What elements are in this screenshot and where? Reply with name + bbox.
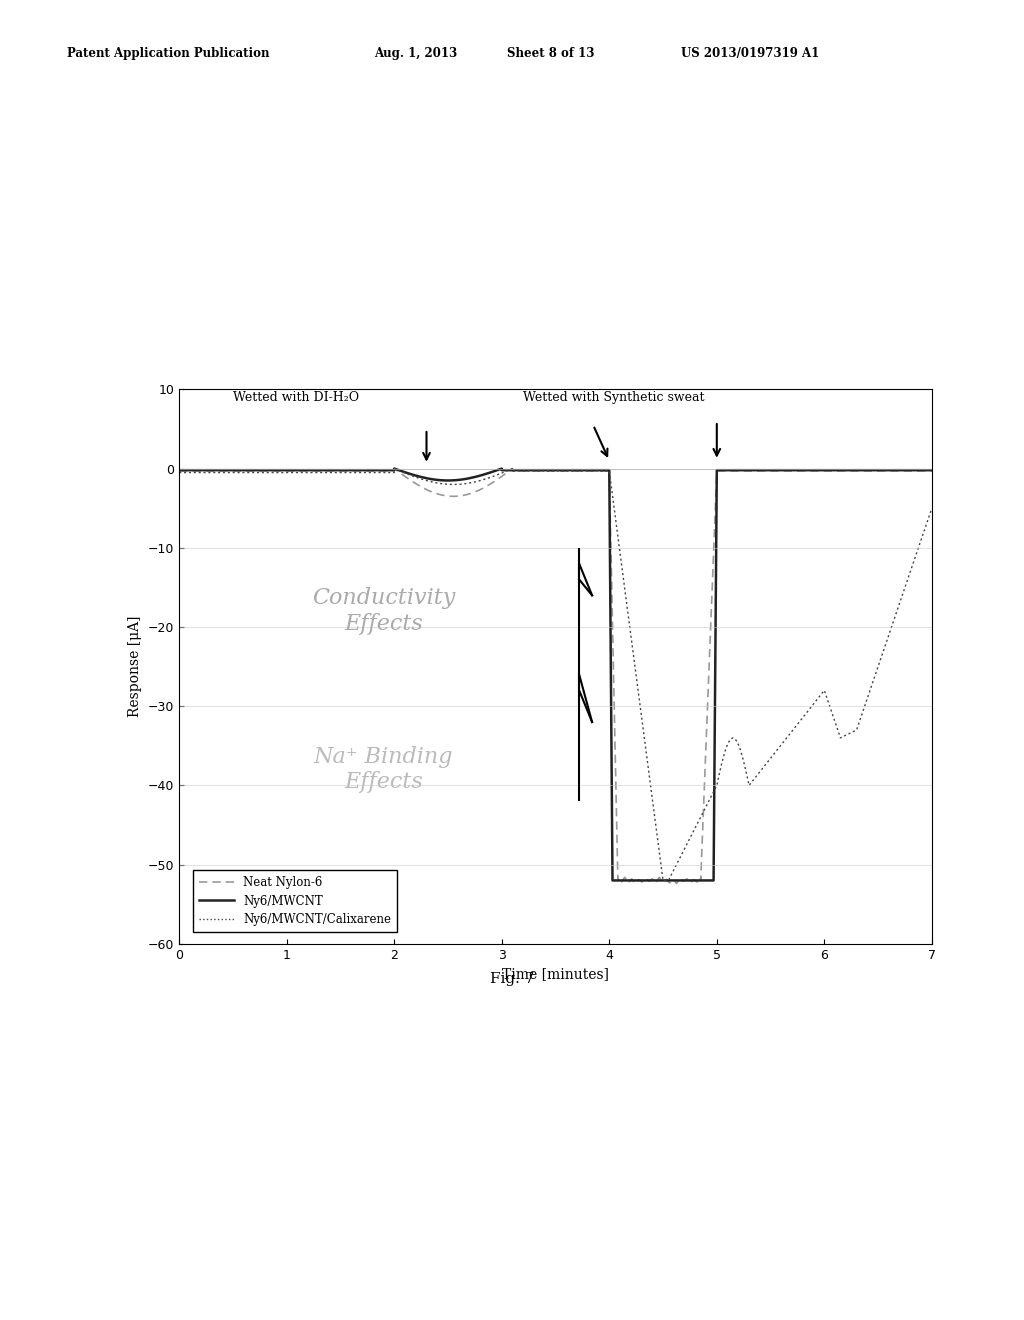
- Text: Fig. 7: Fig. 7: [489, 973, 535, 986]
- Text: Wetted with Synthetic sweat: Wetted with Synthetic sweat: [523, 391, 705, 404]
- Text: Wetted with DI-H₂O: Wetted with DI-H₂O: [232, 391, 359, 404]
- Text: US 2013/0197319 A1: US 2013/0197319 A1: [681, 46, 819, 59]
- Text: Conductivity
Effects: Conductivity Effects: [311, 587, 456, 635]
- X-axis label: Time [minutes]: Time [minutes]: [502, 968, 609, 981]
- Text: Na⁺ Binding
Effects: Na⁺ Binding Effects: [313, 746, 454, 793]
- Y-axis label: Response [μA]: Response [μA]: [128, 616, 142, 717]
- Legend: Neat Nylon-6, Ny6/MWCNT, Ny6/MWCNT/Calixarene: Neat Nylon-6, Ny6/MWCNT, Ny6/MWCNT/Calix…: [193, 870, 397, 932]
- Text: Aug. 1, 2013: Aug. 1, 2013: [374, 46, 457, 59]
- Text: Patent Application Publication: Patent Application Publication: [67, 46, 269, 59]
- Text: Sheet 8 of 13: Sheet 8 of 13: [507, 46, 594, 59]
